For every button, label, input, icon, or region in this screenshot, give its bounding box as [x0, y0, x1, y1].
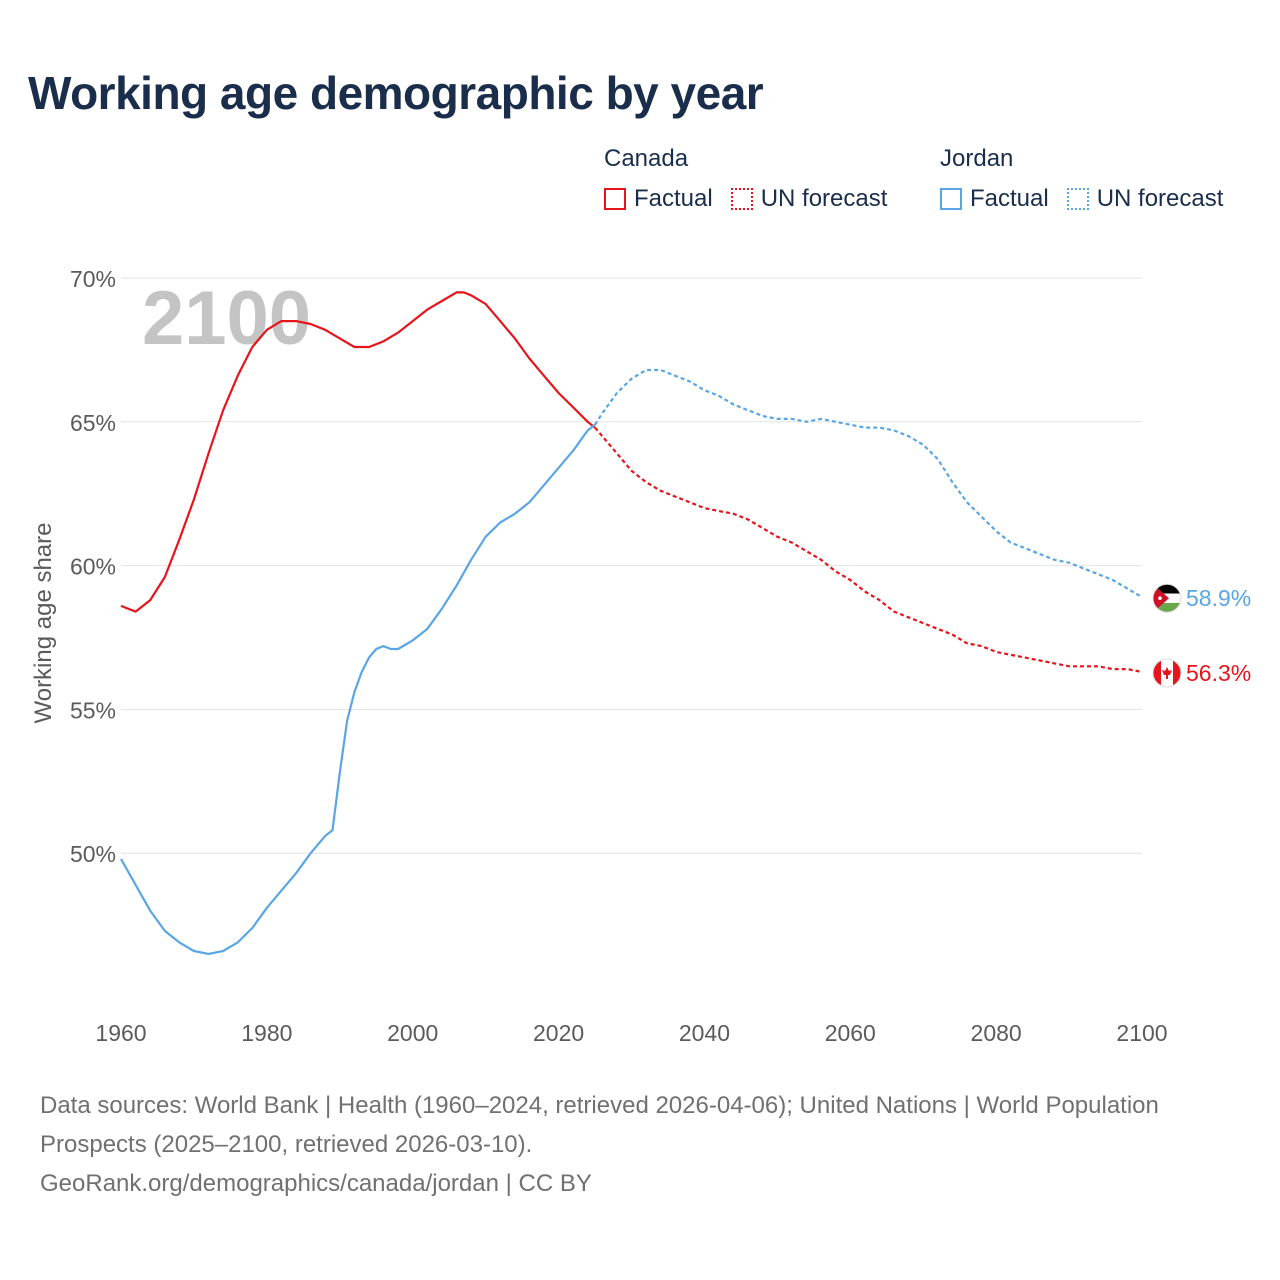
credit-link[interactable]: GeoRank.org/demographics/canada/jordan |… — [40, 1170, 592, 1197]
grid-lines — [121, 277, 1142, 854]
legend-swatch-solid — [940, 188, 962, 210]
data-sources: Data sources: World Bank | Health (1960–… — [40, 1092, 1159, 1158]
flag-stripe — [1153, 602, 1181, 613]
flag-stripe — [1153, 584, 1181, 594]
chart-title: Working age demographic by year — [28, 67, 764, 119]
x-tick-label: 2000 — [387, 1020, 438, 1046]
x-tick-label: 1960 — [95, 1020, 146, 1046]
flag-outline — [1152, 583, 1182, 613]
maple-leaf — [1162, 667, 1172, 680]
year-overlay: 2100 — [142, 276, 311, 361]
canada-forecast-line — [594, 426, 1143, 674]
jordan-forecast-line — [594, 368, 1143, 599]
end-value-label: 56.3% — [1186, 660, 1251, 686]
flag-star — [1158, 596, 1162, 601]
legend-item-canada-factual[interactable]: Factual — [604, 186, 713, 212]
x-tick-label: 1980 — [241, 1020, 292, 1046]
series-lines — [120, 291, 1143, 955]
flag-band — [1173, 659, 1181, 688]
flag-outline — [1152, 658, 1182, 688]
legend-item-jordan-factual[interactable]: Factual — [940, 186, 1049, 212]
legend-item-jordan-forecast[interactable]: UN forecast — [1066, 185, 1224, 212]
x-tick-label: 2100 — [1116, 1020, 1167, 1046]
x-axis: 1960 1980 2000 2020 2040 2060 2080 2100 — [95, 1020, 1167, 1046]
jordan-factual-line — [120, 423, 596, 955]
x-tick-label: 2060 — [825, 1020, 876, 1046]
line-chart: 2100 50% 55% 60% 65% 70% 1960 1980 2000 2020 204… — [30, 266, 1251, 1046]
legend-label: UN forecast — [760, 185, 888, 212]
canada-factual-line — [120, 291, 596, 613]
x-tick-label: 2020 — [533, 1020, 584, 1046]
canada-flag-icon — [1153, 659, 1181, 688]
legend-swatch-dotted — [1066, 188, 1089, 210]
jordan-flag-icon — [1153, 584, 1181, 613]
flag-band — [1153, 659, 1161, 688]
y-tick-label: 50% — [70, 841, 116, 867]
legend-group-jordan: Jordan Factual UN forecast — [940, 144, 1223, 212]
legend-label: UN forecast — [1096, 185, 1224, 212]
y-tick-label: 55% — [70, 697, 116, 723]
y-tick-label: 70% — [70, 266, 116, 292]
y-tick-label: 60% — [70, 554, 116, 580]
end-value-label: 58.9% — [1186, 585, 1251, 611]
footer: Data sources: World Bank | Health (1960–… — [40, 1086, 1160, 1203]
legend-label: Factual — [970, 185, 1049, 212]
legend-swatch-solid — [604, 188, 626, 210]
legend-item-canada-forecast[interactable]: UN forecast — [730, 185, 888, 212]
y-tick-label: 65% — [70, 410, 116, 436]
legend-swatch-dotted — [730, 188, 753, 210]
y-axis-label: Working age share — [30, 523, 57, 724]
x-tick-label: 2040 — [679, 1020, 730, 1046]
end-markers: 56.3% 58.9% — [1152, 583, 1251, 688]
legend-label: Factual — [634, 185, 713, 212]
x-tick-label: 2080 — [971, 1020, 1022, 1046]
legend-group-canada: Canada Factual UN forecast — [604, 144, 887, 212]
legend-group-name: Canada — [604, 145, 689, 172]
y-axis: 50% 55% 60% 65% 70% — [70, 266, 116, 867]
legend-group-name: Jordan — [940, 145, 1014, 172]
